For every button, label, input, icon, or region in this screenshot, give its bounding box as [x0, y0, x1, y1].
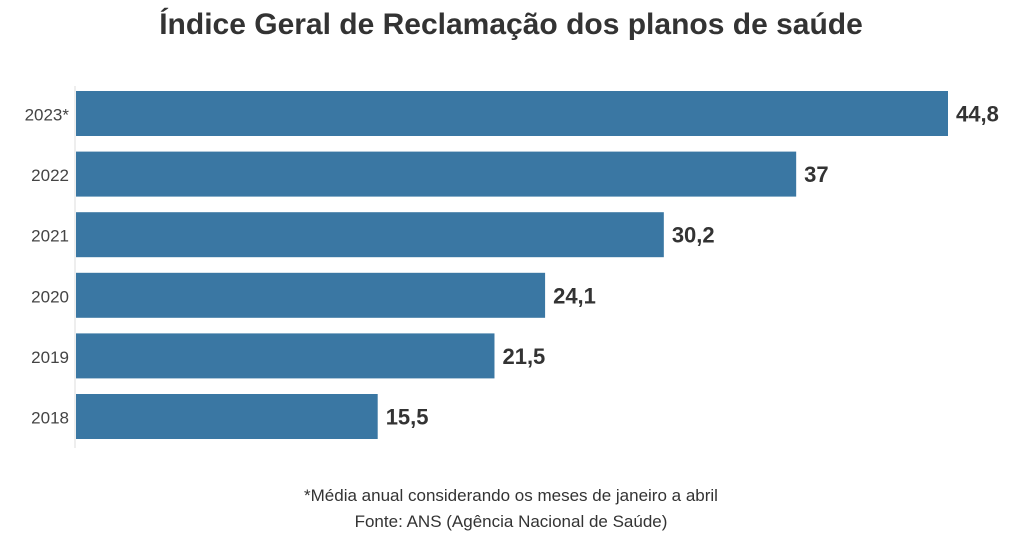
- category-label-2: 2021: [31, 227, 69, 246]
- data-label-5: 15,5: [386, 405, 429, 430]
- bar-1: [76, 151, 797, 197]
- category-label-5: 2018: [31, 409, 69, 428]
- data-label-1: 37: [804, 162, 828, 187]
- bar-0: [76, 91, 948, 136]
- bar-5: [76, 394, 378, 439]
- bar-2: [76, 212, 664, 258]
- category-label-0: 2023*: [25, 106, 70, 125]
- category-label-1: 2022: [31, 166, 69, 185]
- category-label-4: 2019: [31, 348, 69, 367]
- bar-4: [76, 333, 495, 379]
- bars-group: 2023* 44,8 2022 37 2021 30,2 2020 24,1 2019 21,5 2…: [25, 91, 999, 439]
- data-label-0: 44,8: [956, 102, 999, 127]
- chart-title: Índice Geral de Reclamação dos planos de…: [159, 8, 863, 41]
- data-label-3: 24,1: [553, 283, 596, 308]
- data-label-2: 30,2: [672, 223, 715, 248]
- data-label-4: 21,5: [502, 344, 545, 369]
- footnote-note: *Média anual considerando os meses de ja…: [304, 486, 718, 505]
- bar-3: [76, 272, 546, 318]
- footnote-source: Fonte: ANS (Agência Nacional de Saúde): [354, 512, 668, 531]
- category-label-3: 2020: [31, 287, 69, 306]
